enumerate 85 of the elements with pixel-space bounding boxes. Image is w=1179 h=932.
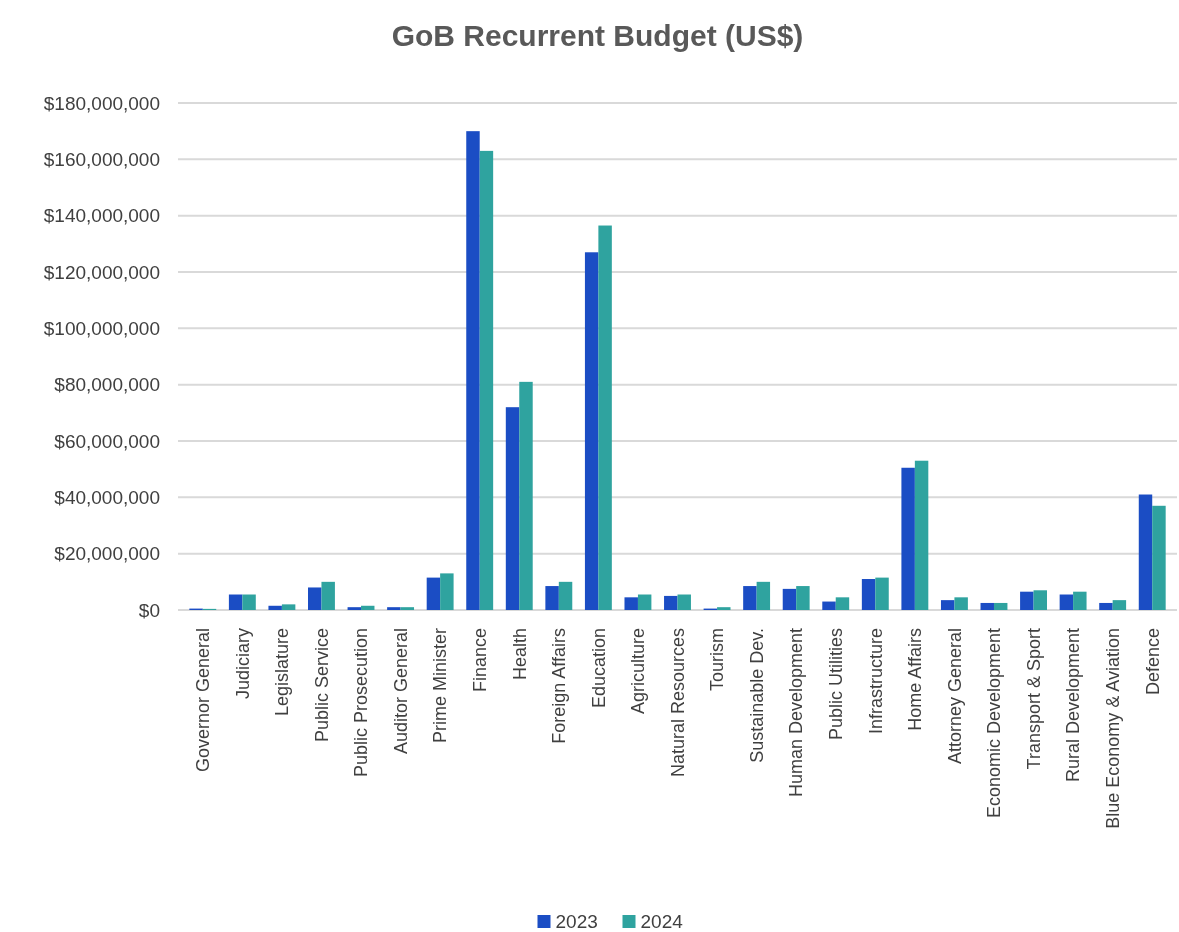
x-tick-label: Home Affairs: [905, 628, 926, 731]
bar: [519, 381, 533, 610]
bar: [835, 597, 850, 610]
bar: [1073, 591, 1087, 610]
x-tick-label: Finance: [470, 628, 490, 693]
bar: [1033, 590, 1047, 610]
bar: [822, 601, 836, 610]
bar: [677, 594, 691, 610]
bar: [940, 600, 955, 610]
bar: [400, 607, 415, 610]
bar: [717, 607, 731, 610]
bar: [1152, 505, 1166, 610]
bar: [914, 460, 929, 610]
x-tick-label: Governor General: [193, 628, 214, 773]
bar: [426, 577, 441, 610]
bar: [308, 587, 322, 610]
bar: [980, 602, 994, 610]
bar: [1020, 591, 1034, 610]
x-tick-label: Natural Resources: [667, 628, 688, 778]
bar: [875, 577, 889, 610]
bar: [321, 581, 335, 610]
bar: [624, 597, 638, 610]
y-tick-label: $80,000,000: [54, 374, 160, 396]
x-tick-label: Foreign Affairs: [549, 628, 570, 744]
bar: [479, 150, 494, 610]
y-tick-label: $180,000,000: [43, 92, 160, 114]
y-tick-label: $60,000,000: [54, 430, 160, 452]
x-tick-label: Legislature: [272, 628, 293, 717]
x-tick-label: Auditor General: [390, 628, 411, 755]
x-tick-label: Defence: [1142, 628, 1163, 696]
legend-label: 2024: [640, 911, 684, 932]
y-tick-label: $0: [138, 599, 160, 621]
bar: [584, 252, 599, 610]
x-tick-label: Tourism: [707, 628, 728, 692]
y-tick-label: $160,000,000: [43, 148, 160, 170]
x-tick-label: Sustainable Dev.: [746, 628, 767, 763]
bar: [782, 588, 797, 610]
x-tick-label: Transport & Sport: [1023, 628, 1044, 770]
chart-title: GoB Recurrent Budget (US$): [391, 19, 804, 52]
bar: [440, 573, 454, 610]
bar: [861, 579, 876, 610]
bar: [242, 594, 256, 610]
x-tick-label: Infrastructure: [865, 628, 886, 735]
bar: [1059, 594, 1074, 610]
x-tick-label: Economic Development: [984, 628, 1005, 819]
bar: [664, 595, 678, 610]
x-tick-label: Prime Minister: [430, 628, 451, 744]
y-tick-label: $120,000,000: [43, 261, 160, 283]
bar: [228, 594, 243, 610]
bar: [466, 131, 480, 610]
x-tick-label: Judiciary: [232, 628, 253, 700]
bar: [281, 604, 296, 610]
bar: [361, 605, 375, 610]
bar: [993, 602, 1008, 610]
x-tick-label: Blue Economy & Aviation: [1102, 628, 1123, 829]
bar: [545, 586, 559, 610]
bar: [954, 597, 968, 610]
x-tick-label: Human Development: [786, 628, 807, 798]
x-tick-label: Rural Development: [1063, 628, 1084, 783]
x-tick-label: Public Prosecution: [351, 628, 372, 778]
bar: [347, 607, 362, 610]
bar: [505, 407, 520, 610]
y-tick-label: $40,000,000: [54, 486, 160, 508]
bar: [598, 225, 612, 610]
x-tick-label: Health: [509, 628, 530, 681]
x-tick-label: Attorney General: [944, 628, 965, 765]
x-tick-label: Agriculture: [628, 628, 649, 715]
bar: [1112, 600, 1127, 610]
legend-label: 2023: [555, 911, 598, 932]
bar: [756, 581, 771, 610]
bar: [387, 607, 401, 610]
y-tick-label: $20,000,000: [54, 543, 160, 565]
x-tick-label: Public Service: [311, 628, 332, 743]
bar: [1138, 494, 1153, 610]
bar: [637, 594, 652, 610]
bar: [796, 586, 810, 610]
bar: [1099, 602, 1113, 610]
y-tick-label: $140,000,000: [43, 205, 160, 227]
x-tick-label: Education: [588, 628, 609, 709]
bar: [558, 581, 573, 610]
bar: [268, 605, 282, 610]
x-tick-label: Public Utilities: [826, 628, 847, 741]
bar: [901, 467, 915, 610]
y-tick-label: $100,000,000: [43, 317, 160, 339]
bar: [743, 586, 757, 610]
